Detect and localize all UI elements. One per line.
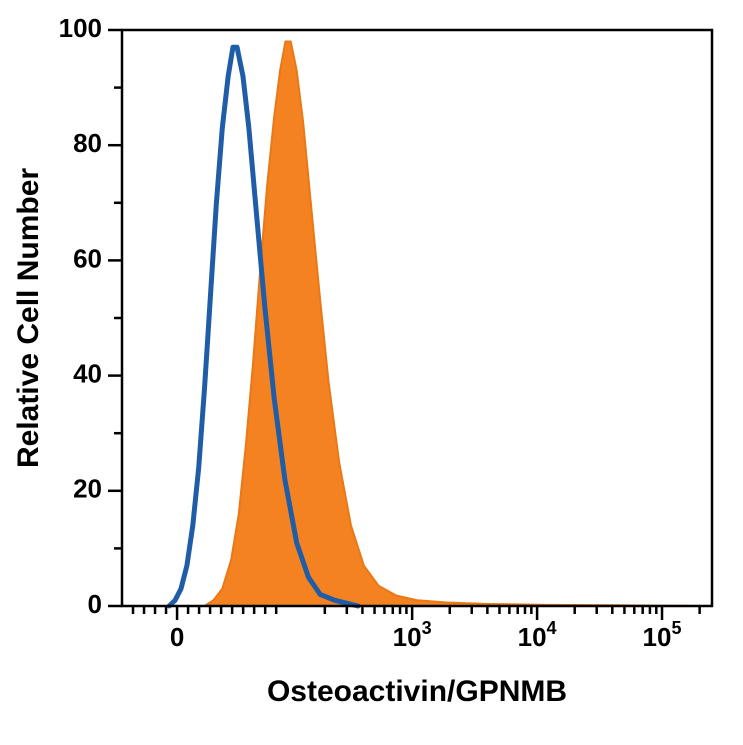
x-tick-label: 0 (170, 622, 184, 652)
y-axis-label-group: Relative Cell Number (12, 168, 45, 468)
y-tick-label: 80 (73, 128, 102, 158)
y-tick-label: 0 (88, 589, 102, 619)
y-axis-label: Relative Cell Number (12, 168, 45, 468)
x-tick-label: 103 (393, 618, 432, 652)
y-tick-label: 20 (73, 474, 102, 504)
x-tick-label: 105 (643, 618, 682, 652)
y-tick-label: 40 (73, 358, 102, 388)
flow-cytometry-histogram: 0 20 40 60 80 100 Relative Cell Number 0 103 104 1… (0, 0, 743, 745)
y-tick-label: 100 (59, 13, 102, 43)
y-tick-label: 60 (73, 243, 102, 273)
x-tick-label: 104 (518, 618, 557, 652)
x-axis-label: Osteoactivin/GPNMB (267, 675, 567, 708)
